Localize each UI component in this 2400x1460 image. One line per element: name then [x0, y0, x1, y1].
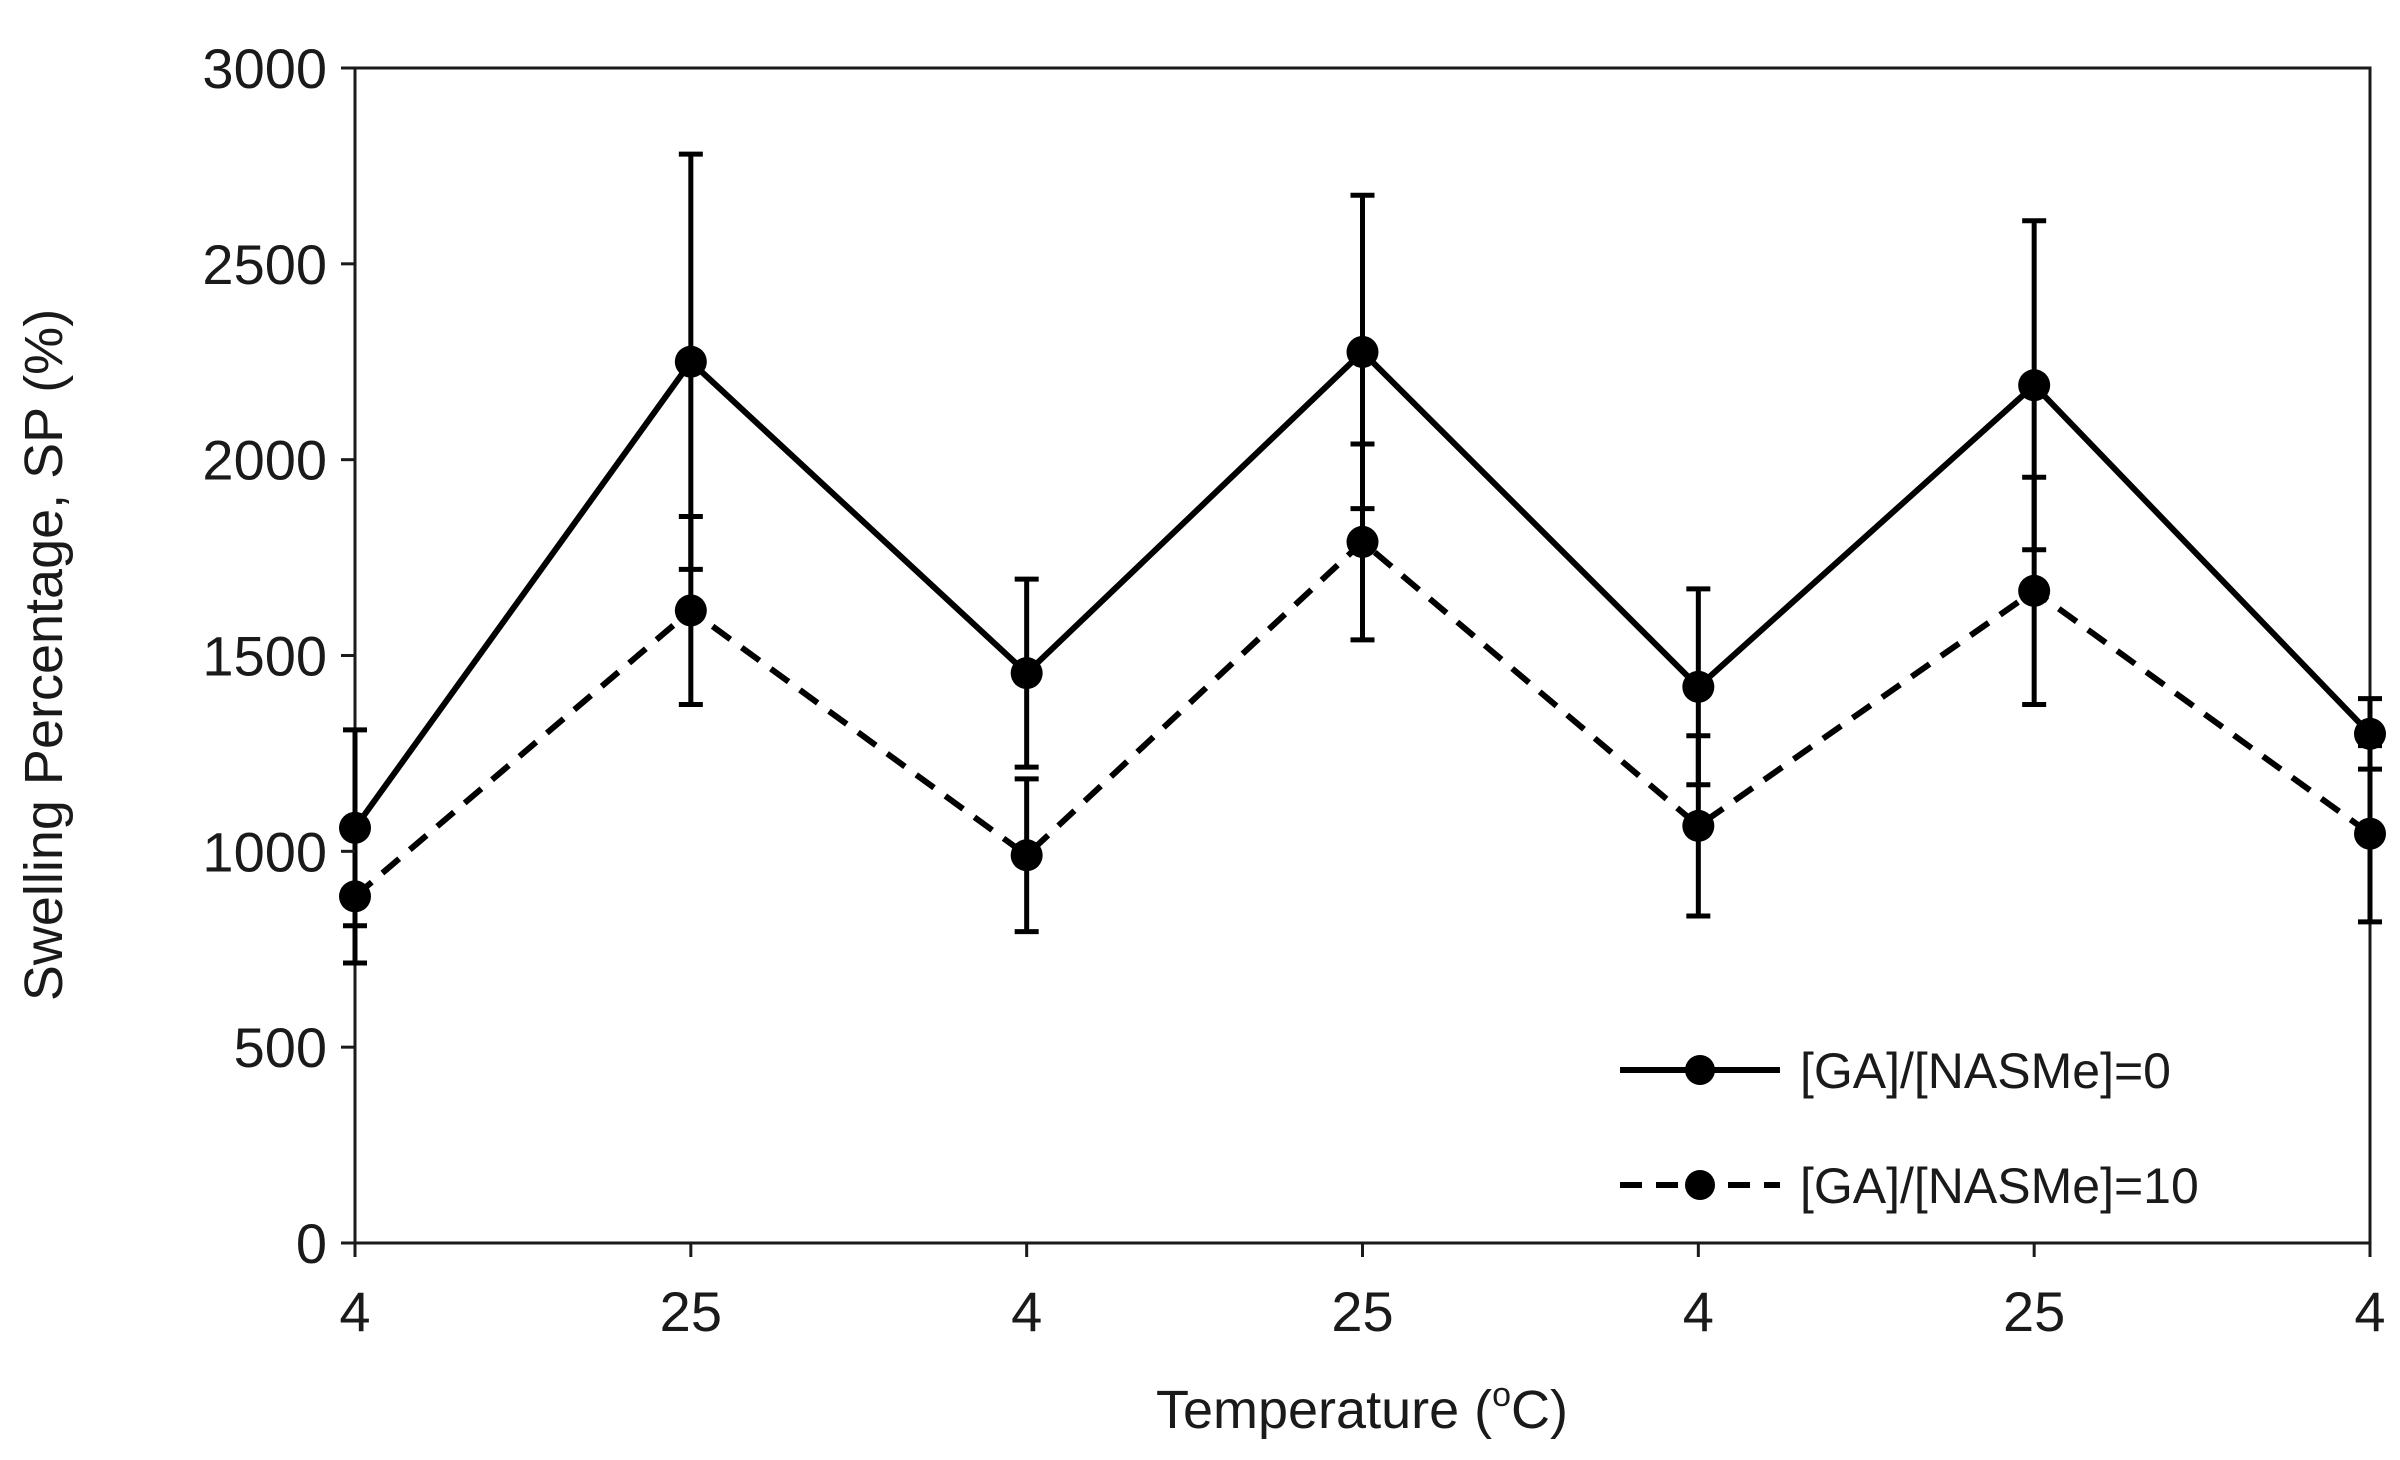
x-tick-label: 4 — [2354, 1280, 2385, 1343]
y-axis-title: Swelling Percentage, SP (%) — [14, 309, 74, 1001]
series-points — [339, 335, 2386, 913]
x-axis-title-superscript: o — [1492, 1376, 1511, 1414]
y-tick-label: 2000 — [202, 429, 327, 492]
x-tick-label: 4 — [1011, 1280, 1042, 1343]
x-axis-title-end: C) — [1511, 1380, 1568, 1440]
data-point-series-0 — [1346, 335, 1379, 368]
x-tick-label: 4 — [339, 1280, 370, 1343]
data-point-series-1 — [1346, 525, 1379, 558]
data-point-series-1 — [2354, 817, 2386, 850]
data-point-series-0 — [2018, 369, 2051, 402]
data-point-series-0 — [674, 345, 707, 378]
x-tick-label: 4 — [1683, 1280, 1714, 1343]
y-tick-label: 2500 — [202, 233, 327, 296]
x-axis-title-main: Temperature ( — [1156, 1380, 1492, 1440]
data-point-series-0 — [339, 811, 371, 844]
y-axis-ticks: 0 500 1000 1500 2000 2500 3000 — [202, 37, 355, 1275]
y-tick-label: 3000 — [202, 37, 327, 100]
y-tick-label: 0 — [296, 1212, 327, 1275]
y-tick-label: 1500 — [202, 625, 327, 688]
data-point-series-0 — [1010, 657, 1043, 690]
data-point-series-1 — [1682, 809, 1715, 842]
data-point-series-0 — [1682, 670, 1715, 703]
x-axis-ticks: 4 25 4 25 4 25 4 — [339, 1243, 2386, 1343]
data-point-series-1 — [1010, 839, 1043, 872]
data-point-series-0 — [2354, 717, 2386, 750]
x-tick-label: 25 — [2003, 1280, 2065, 1343]
y-tick-label: 500 — [234, 1016, 327, 1079]
x-axis-title: Temperature (oC) — [1156, 1376, 1568, 1440]
legend-marker-series-1 — [1685, 1170, 1715, 1200]
y-tick-label: 1000 — [202, 820, 327, 883]
error-bars — [343, 151, 2382, 966]
x-tick-label: 25 — [1331, 1280, 1393, 1343]
data-point-series-1 — [674, 594, 707, 627]
data-point-series-1 — [339, 880, 371, 913]
x-tick-label: 25 — [660, 1280, 722, 1343]
legend-label-series-1: [GA]/[NASMe]=10 — [1800, 1158, 2199, 1214]
legend-label-series-0: [GA]/[NASMe]=0 — [1800, 1043, 2171, 1099]
data-point-series-1 — [2018, 574, 2051, 607]
legend-marker-series-0 — [1685, 1055, 1715, 1085]
legend: [GA]/[NASMe]=0 [GA]/[NASMe]=10 — [1620, 1043, 2199, 1214]
